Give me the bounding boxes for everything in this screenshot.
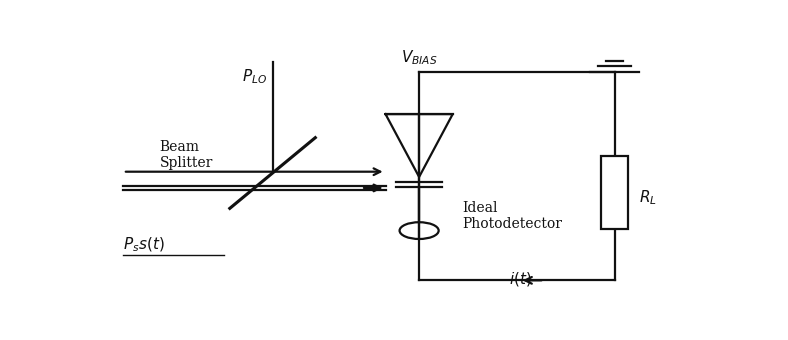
Text: $P_s s(t)$: $P_s s(t)$ [123,236,165,254]
Text: $i(t)$: $i(t)$ [508,270,531,288]
Text: Beam
Splitter: Beam Splitter [159,140,213,170]
Text: $R_L$: $R_L$ [639,188,657,207]
Text: $P_{LO}$: $P_{LO}$ [242,67,267,86]
Text: $V_{BIAS}$: $V_{BIAS}$ [401,49,437,67]
Text: Ideal
Photodetector: Ideal Photodetector [462,201,562,231]
Bar [601,156,628,229]
